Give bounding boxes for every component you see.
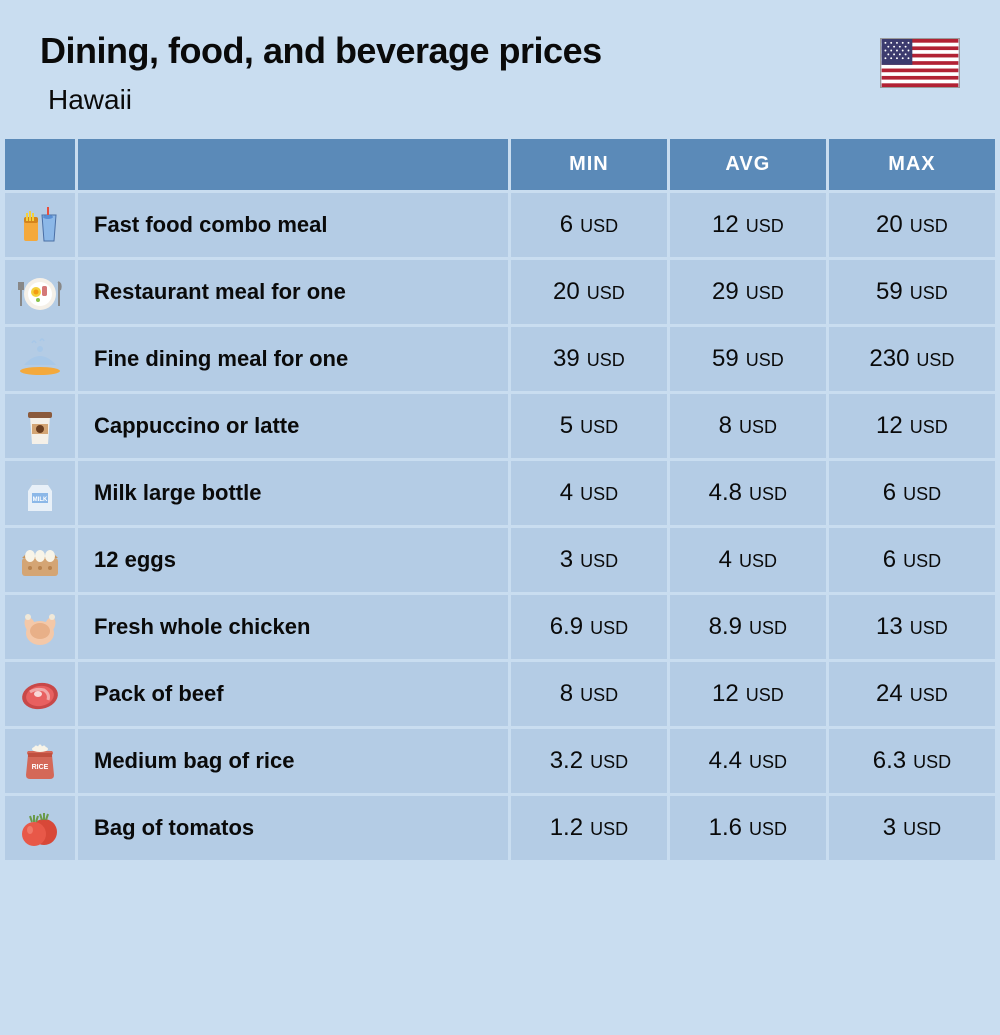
row-label: Fine dining meal for one — [78, 327, 508, 391]
row-max: 6 USD — [829, 461, 995, 525]
title-block: Dining, food, and beverage prices Hawaii — [40, 30, 880, 116]
row-icon-cell — [5, 595, 75, 659]
table-row: Fresh whole chicken 6.9 USD 8.9 USD 13 U… — [5, 595, 995, 659]
page-subtitle: Hawaii — [48, 84, 880, 116]
row-label: Restaurant meal for one — [78, 260, 508, 324]
page-title: Dining, food, and beverage prices — [40, 30, 880, 72]
row-max: 6 USD — [829, 528, 995, 592]
row-avg: 4 USD — [670, 528, 826, 592]
row-avg: 1.6 USD — [670, 796, 826, 860]
row-avg: 8.9 USD — [670, 595, 826, 659]
row-avg: 4.4 USD — [670, 729, 826, 793]
eggs-icon — [18, 538, 62, 582]
row-icon-cell — [5, 193, 75, 257]
row-min: 6 USD — [511, 193, 667, 257]
table-row: Restaurant meal for one 20 USD 29 USD 59… — [5, 260, 995, 324]
row-min: 1.2 USD — [511, 796, 667, 860]
row-icon-cell — [5, 394, 75, 458]
col-header-avg: AVG — [670, 139, 826, 190]
price-table: MIN AVG MAX Fast food combo meal 6 USD 1… — [0, 136, 1000, 863]
row-icon-cell — [5, 729, 75, 793]
chicken-icon — [18, 605, 62, 649]
fastfood-icon — [18, 203, 62, 247]
row-min: 39 USD — [511, 327, 667, 391]
row-label: Milk large bottle — [78, 461, 508, 525]
row-max: 12 USD — [829, 394, 995, 458]
row-avg: 12 USD — [670, 193, 826, 257]
table-header-row: MIN AVG MAX — [5, 139, 995, 190]
table-row: Medium bag of rice 3.2 USD 4.4 USD 6.3 U… — [5, 729, 995, 793]
rice-icon — [18, 739, 62, 783]
row-max: 59 USD — [829, 260, 995, 324]
row-icon-cell — [5, 327, 75, 391]
row-max: 24 USD — [829, 662, 995, 726]
row-min: 8 USD — [511, 662, 667, 726]
table-row: Pack of beef 8 USD 12 USD 24 USD — [5, 662, 995, 726]
table-row: Bag of tomatos 1.2 USD 1.6 USD 3 USD — [5, 796, 995, 860]
row-icon-cell — [5, 796, 75, 860]
row-avg: 12 USD — [670, 662, 826, 726]
col-header-icon — [5, 139, 75, 190]
row-label: Pack of beef — [78, 662, 508, 726]
row-avg: 59 USD — [670, 327, 826, 391]
table-row: Cappuccino or latte 5 USD 8 USD 12 USD — [5, 394, 995, 458]
row-min: 3 USD — [511, 528, 667, 592]
row-min: 6.9 USD — [511, 595, 667, 659]
row-min: 20 USD — [511, 260, 667, 324]
row-max: 230 USD — [829, 327, 995, 391]
row-avg: 8 USD — [670, 394, 826, 458]
col-header-min: MIN — [511, 139, 667, 190]
row-max: 6.3 USD — [829, 729, 995, 793]
col-header-item — [78, 139, 508, 190]
row-label: Bag of tomatos — [78, 796, 508, 860]
col-header-max: MAX — [829, 139, 995, 190]
row-label: Fast food combo meal — [78, 193, 508, 257]
row-avg: 29 USD — [670, 260, 826, 324]
row-icon-cell — [5, 260, 75, 324]
restaurant-icon — [18, 270, 62, 314]
row-max: 20 USD — [829, 193, 995, 257]
row-min: 3.2 USD — [511, 729, 667, 793]
row-label: Fresh whole chicken — [78, 595, 508, 659]
beef-icon — [18, 672, 62, 716]
milk-icon — [18, 471, 62, 515]
table-row: Fast food combo meal 6 USD 12 USD 20 USD — [5, 193, 995, 257]
tomato-icon — [18, 806, 62, 850]
row-label: Cappuccino or latte — [78, 394, 508, 458]
row-label: Medium bag of rice — [78, 729, 508, 793]
usa-flag-icon — [880, 38, 960, 88]
row-min: 5 USD — [511, 394, 667, 458]
table-row: 12 eggs 3 USD 4 USD 6 USD — [5, 528, 995, 592]
finedining-icon — [18, 337, 62, 381]
row-max: 13 USD — [829, 595, 995, 659]
table-row: Fine dining meal for one 39 USD 59 USD 2… — [5, 327, 995, 391]
row-icon-cell — [5, 662, 75, 726]
row-max: 3 USD — [829, 796, 995, 860]
header: Dining, food, and beverage prices Hawaii — [0, 0, 1000, 136]
table-row: Milk large bottle 4 USD 4.8 USD 6 USD — [5, 461, 995, 525]
row-label: 12 eggs — [78, 528, 508, 592]
row-avg: 4.8 USD — [670, 461, 826, 525]
row-min: 4 USD — [511, 461, 667, 525]
row-icon-cell — [5, 461, 75, 525]
row-icon-cell — [5, 528, 75, 592]
coffee-icon — [18, 404, 62, 448]
